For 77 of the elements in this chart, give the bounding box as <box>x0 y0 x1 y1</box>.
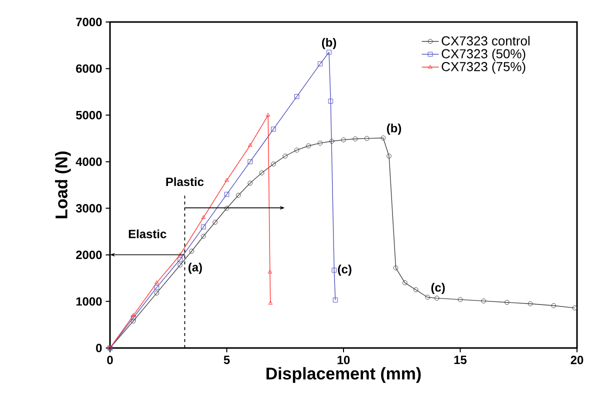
point <box>201 215 206 219</box>
y-tick-label: 6000 <box>76 64 102 73</box>
x-tick-label: 0 <box>107 356 113 364</box>
point <box>224 192 230 197</box>
point <box>224 206 230 211</box>
point <box>402 280 408 286</box>
point <box>551 303 556 308</box>
y-tick-label: 3000 <box>76 204 102 213</box>
point <box>318 61 323 66</box>
point <box>318 140 323 146</box>
point <box>266 112 270 116</box>
legend-label: CX7323 (50%) <box>442 48 526 61</box>
point <box>326 50 332 55</box>
point <box>434 296 440 301</box>
point <box>528 301 533 306</box>
annotation: (a) <box>188 262 202 274</box>
annotation: (c) <box>338 264 352 276</box>
point <box>268 270 272 274</box>
point <box>248 159 253 164</box>
legend-label: CX7323 control <box>442 36 530 46</box>
point <box>328 98 334 104</box>
point <box>329 138 334 144</box>
point <box>130 315 136 320</box>
x-axis-title: Displacement (mm) <box>266 367 421 383</box>
y-tick-label: 0 <box>96 344 102 352</box>
point <box>200 234 206 239</box>
point <box>425 294 430 300</box>
x-tick-label: 10 <box>338 356 350 364</box>
point <box>154 280 159 284</box>
y-tick-label: 2000 <box>76 250 102 260</box>
y-axis-title: Load (N) <box>55 152 71 218</box>
point <box>154 285 160 290</box>
annotation: (c) <box>431 282 445 294</box>
point <box>306 143 311 148</box>
y-tick-label: 5000 <box>76 110 102 120</box>
x-tick-label: 15 <box>454 356 467 364</box>
legend-label: CX7323 (75%) <box>442 62 526 74</box>
point <box>248 180 253 186</box>
annotation: (b) <box>386 124 402 135</box>
point <box>380 136 386 140</box>
point <box>393 265 398 270</box>
point <box>178 252 182 256</box>
point <box>332 298 338 302</box>
point <box>271 162 276 166</box>
point <box>224 178 229 182</box>
point <box>413 287 418 292</box>
point <box>294 94 300 99</box>
point <box>189 248 194 254</box>
point <box>200 224 206 230</box>
point <box>332 268 337 273</box>
y-tick-label: 4000 <box>76 157 102 166</box>
x-tick-label: 5 <box>224 356 230 364</box>
point <box>282 154 288 159</box>
point <box>364 136 370 141</box>
point <box>154 290 160 296</box>
point <box>178 262 182 268</box>
point <box>131 312 136 317</box>
annotation: (b) <box>322 38 336 50</box>
point <box>259 170 264 176</box>
point <box>341 137 346 142</box>
annotation: Plastic <box>166 177 204 186</box>
point <box>236 192 241 198</box>
y-tick-label: 1000 <box>76 297 102 306</box>
point <box>294 148 300 153</box>
annotation: Elastic <box>128 229 166 238</box>
point <box>130 318 136 324</box>
point <box>248 142 252 147</box>
point <box>481 298 486 304</box>
point <box>352 136 358 142</box>
point <box>178 257 182 262</box>
point <box>212 220 218 225</box>
point <box>386 154 392 159</box>
point <box>458 297 463 302</box>
y-tick-label: 7000 <box>76 18 102 26</box>
point <box>504 300 510 305</box>
x-tick-label: 20 <box>570 356 584 364</box>
point <box>271 126 276 132</box>
